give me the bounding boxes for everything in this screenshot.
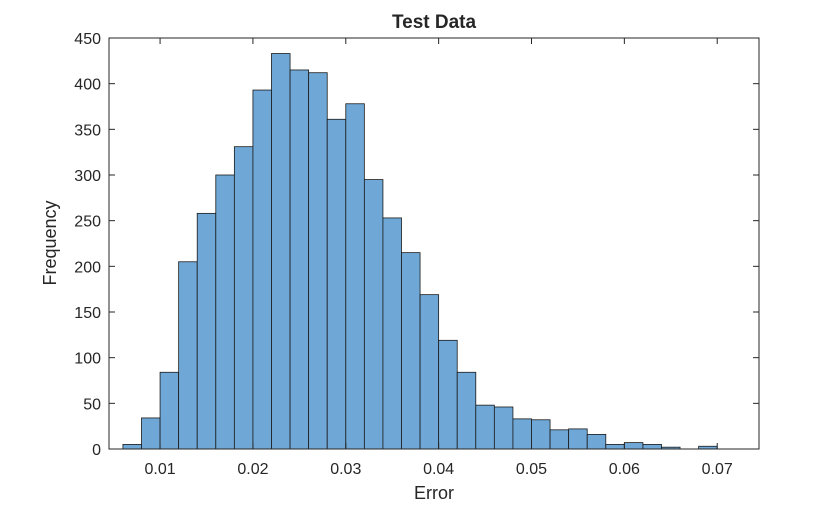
histogram-bar: [326, 118, 347, 450]
histogram-bar: [196, 212, 217, 450]
histogram-bar: [512, 418, 532, 450]
x-tick-label: 0.01: [145, 461, 176, 478]
x-axis-label: Error: [414, 483, 454, 503]
histogram-bar: [401, 252, 421, 450]
x-tick-label: 0.06: [609, 461, 640, 478]
histogram-bar: [215, 174, 235, 450]
y-tick-label: 300: [74, 168, 101, 185]
histogram-bar: [141, 417, 161, 450]
histogram-bar: [623, 442, 644, 450]
histogram-bar: [531, 419, 551, 450]
x-tick-label: 0.03: [330, 461, 361, 478]
y-axis-ticks: 0 50 100 150 200 250 300 350 400 450: [74, 31, 759, 459]
histogram-bar: [178, 261, 198, 450]
y-tick-label: 100: [74, 351, 101, 368]
histogram-bar: [568, 428, 588, 450]
x-axis-ticks: 0.01 0.02 0.03 0.04 0.05 0.06 0.07: [145, 38, 733, 478]
y-tick-label: 450: [74, 31, 101, 48]
histogram-bar: [438, 339, 458, 450]
histogram-bar: [345, 103, 365, 450]
histogram-bar: [475, 404, 495, 450]
histogram-bar: [252, 89, 272, 450]
histogram-bar: [456, 371, 477, 450]
x-tick-label: 0.05: [516, 461, 547, 478]
x-tick-label: 0.07: [702, 461, 733, 478]
y-tick-label: 350: [74, 122, 101, 139]
y-tick-label: 400: [74, 77, 101, 94]
histogram-bar: [233, 146, 254, 450]
y-tick-label: 200: [74, 259, 101, 276]
y-tick-label: 250: [74, 214, 101, 231]
histogram-bar: [419, 294, 440, 450]
histogram-bar: [122, 444, 142, 450]
histogram-bar: [289, 69, 310, 450]
histogram-bar: [493, 406, 514, 450]
y-tick-label: 0: [92, 442, 101, 459]
histogram-bar: [363, 179, 384, 450]
chart-title: Test Data: [392, 12, 477, 33]
histogram-bar: [586, 433, 607, 450]
y-tick-label: 50: [83, 396, 101, 413]
x-tick-label: 0.04: [423, 461, 454, 478]
histogram-bar: [382, 217, 402, 450]
y-axis-label: Frequency: [40, 200, 60, 285]
plot-area-frame: [108, 37, 760, 450]
y-tick-label: 150: [74, 305, 101, 322]
histogram-bar: [605, 444, 625, 450]
histogram-bar: [642, 444, 662, 450]
histogram-bars: [122, 53, 718, 450]
histogram-bar: [271, 53, 291, 450]
histogram-bar: [159, 371, 180, 450]
histogram-bar: [308, 72, 328, 450]
histogram-bar: [549, 429, 570, 450]
x-tick-label: 0.02: [237, 461, 268, 478]
